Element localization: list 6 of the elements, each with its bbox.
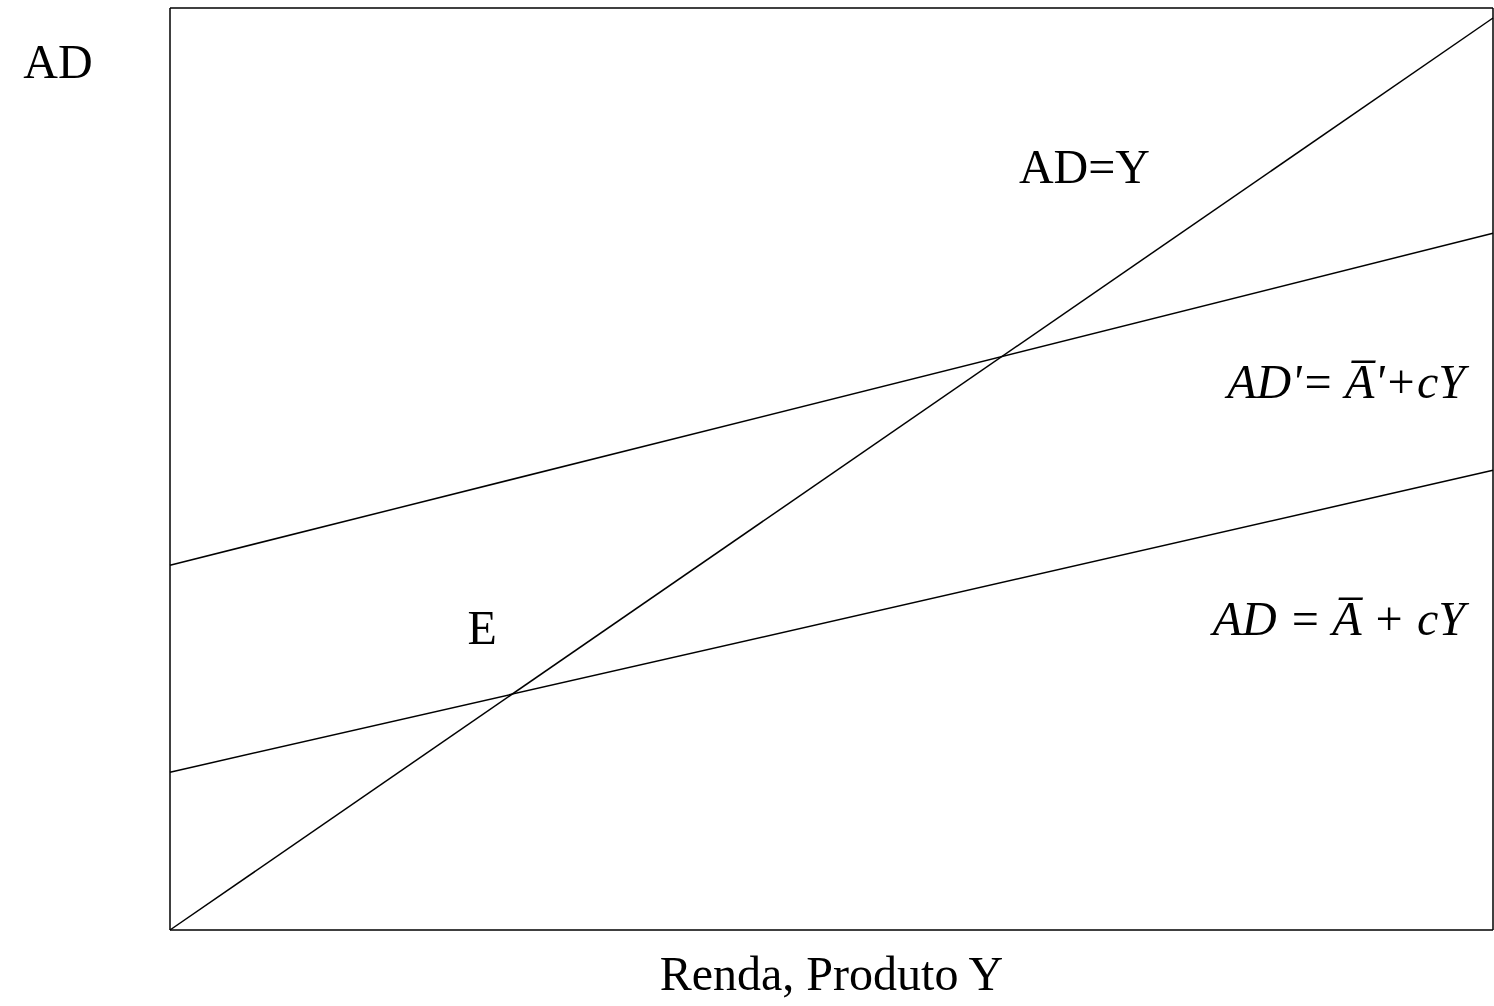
annotation: E [467, 601, 497, 655]
x-axis-title: Renda, Produto Y [659, 947, 1004, 1000]
series-label: AD'= A̅'+cY [1224, 355, 1470, 409]
series-label: AD = A̅ + cY [1209, 592, 1470, 646]
series-label: AD=Y [1018, 140, 1150, 193]
y-axis-title: AD [23, 35, 93, 88]
